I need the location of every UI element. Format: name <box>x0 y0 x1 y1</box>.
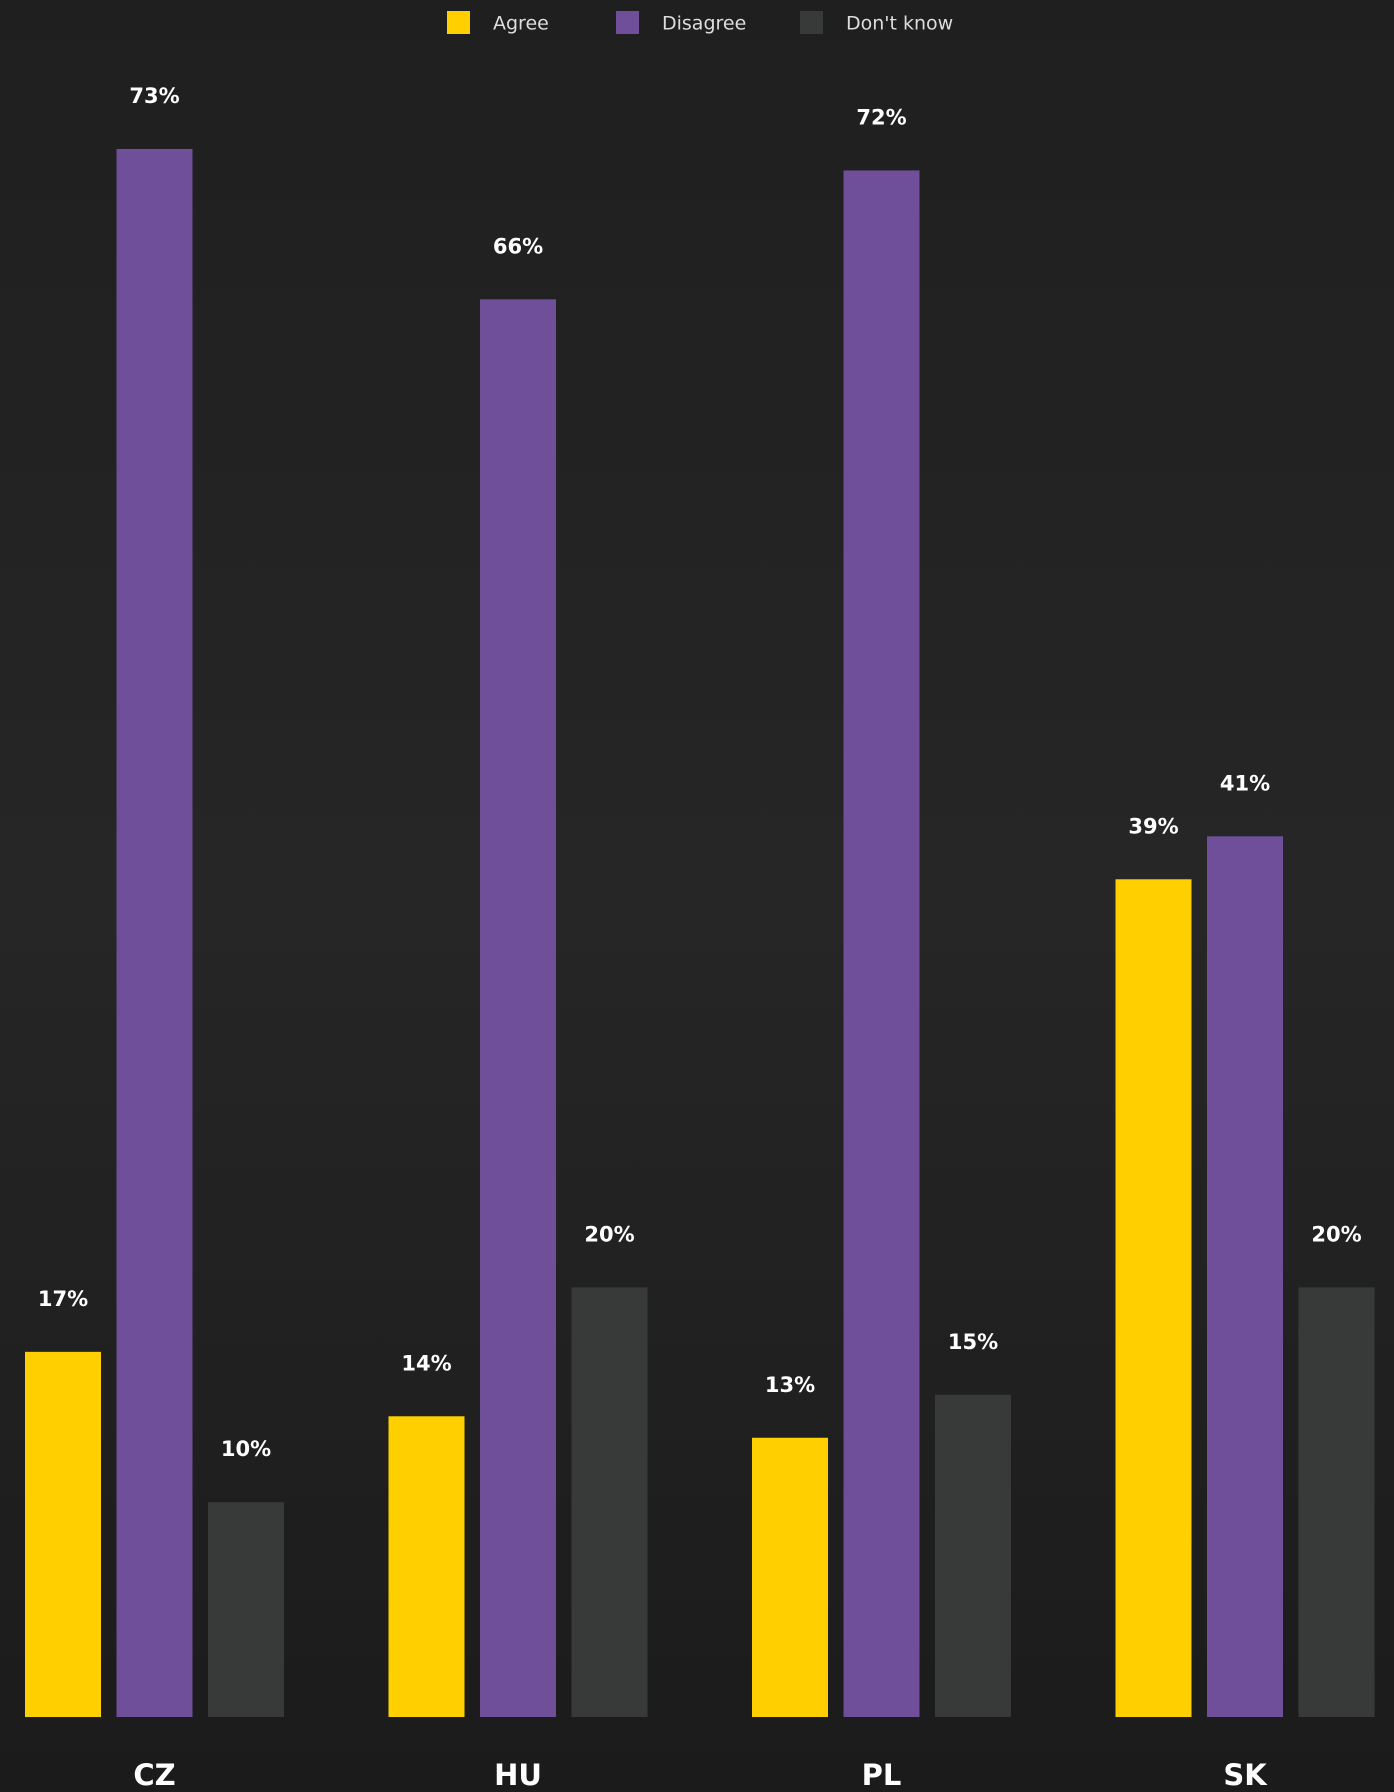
value-label: 66% <box>493 234 543 258</box>
legend-label: Agree <box>493 13 549 35</box>
legend-label: Disagree <box>662 13 746 35</box>
bar <box>388 1416 465 1717</box>
value-label: 10% <box>221 1437 271 1461</box>
value-label: 73% <box>129 84 179 108</box>
value-label: 39% <box>1128 814 1178 838</box>
value-label: 72% <box>856 105 906 129</box>
bar <box>116 148 193 1718</box>
x-tick-label: PL <box>862 1758 902 1792</box>
bar <box>480 299 556 1717</box>
x-tick-label: HU <box>494 1758 542 1792</box>
bar <box>1115 879 1192 1717</box>
value-label: 17% <box>38 1287 88 1311</box>
legend-swatch <box>447 11 470 34</box>
value-label: 41% <box>1220 771 1270 795</box>
value-label: 13% <box>765 1373 815 1397</box>
x-tick-label: SK <box>1223 1758 1268 1792</box>
bar <box>935 1394 1011 1717</box>
legend-swatch <box>800 11 823 34</box>
value-label: 14% <box>401 1351 451 1375</box>
value-label: 20% <box>1311 1222 1361 1246</box>
bar <box>843 170 920 1718</box>
bar <box>1207 836 1283 1717</box>
bar <box>208 1502 284 1717</box>
value-label: 20% <box>584 1222 634 1246</box>
value-label: 15% <box>948 1330 998 1354</box>
legend-swatch <box>616 11 639 34</box>
x-tick-label: CZ <box>133 1758 175 1792</box>
bar <box>571 1287 648 1717</box>
legend-label: Don't know <box>846 13 953 35</box>
bar <box>25 1351 101 1717</box>
bar <box>752 1437 828 1717</box>
bar <box>1298 1287 1375 1717</box>
